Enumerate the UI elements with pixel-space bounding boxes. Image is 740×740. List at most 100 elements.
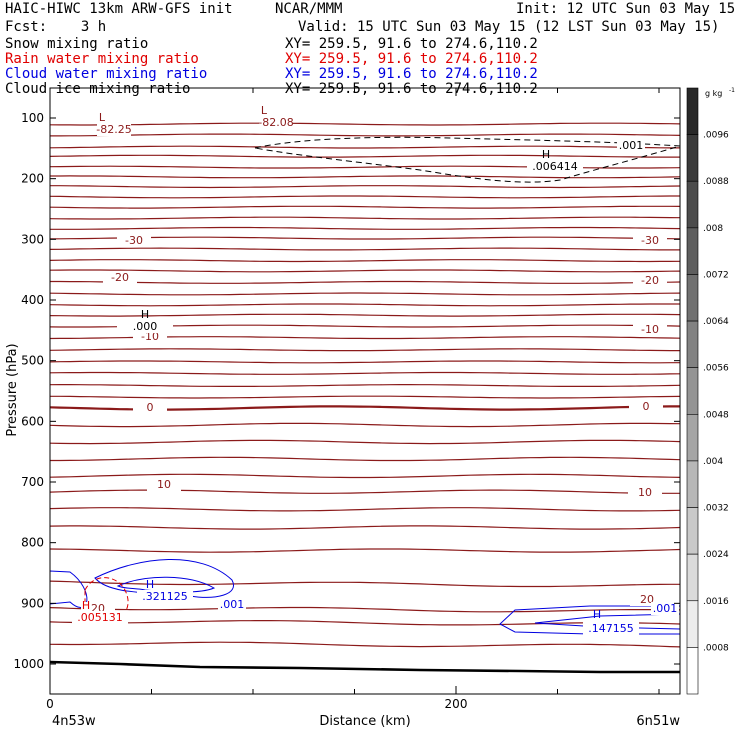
cloud-water-contour xyxy=(94,559,234,598)
temperature-contour xyxy=(49,165,681,169)
contour-label-bg xyxy=(259,116,293,129)
colorbar-tick-label: .0032 xyxy=(703,504,729,514)
contour-value-label: .001 xyxy=(220,598,245,611)
temperature-label: 0 xyxy=(643,400,650,413)
colorbar-swatch xyxy=(686,553,699,602)
max-label-bg xyxy=(527,160,583,173)
colorbar-tick-label: .0056 xyxy=(703,364,729,374)
field-xy-snow: XY= 259.5, 91.6 to 274.6,110.2 xyxy=(285,36,538,52)
temperature-contour xyxy=(50,175,681,179)
temperature-contour xyxy=(49,145,680,149)
colorbar-tick-label: .0088 xyxy=(703,177,729,187)
temperature-contour xyxy=(49,620,681,626)
temperature-contour xyxy=(50,133,681,137)
y-axis-label: Pressure (hPa) xyxy=(5,343,20,436)
max-value-label: .006414 xyxy=(532,160,578,173)
max-marker: H xyxy=(542,148,550,161)
temperature-contour xyxy=(49,154,680,158)
cross-section-start-point: 4n53w xyxy=(52,714,96,729)
contour-label-bg xyxy=(651,602,679,615)
temperature-label: 10 xyxy=(157,478,171,491)
contour-label-bg xyxy=(629,400,663,413)
y-tick-label: 500 xyxy=(21,354,44,368)
y-tick-label: 800 xyxy=(21,536,44,550)
contour-label-bg xyxy=(117,234,151,247)
temperature-contour xyxy=(49,473,681,479)
colorbar-swatch xyxy=(686,460,699,508)
rain-water-contour xyxy=(84,577,129,623)
temperature-contour xyxy=(49,606,681,613)
contour-label-bg xyxy=(633,274,667,287)
y-tick-label: 900 xyxy=(21,596,44,610)
cloud-ice-contour xyxy=(254,136,681,183)
contour-label-bg xyxy=(97,123,131,136)
temperature-contour xyxy=(49,360,680,364)
temperature-contour xyxy=(49,303,680,307)
temperature-contour xyxy=(49,259,681,263)
temperature-contour xyxy=(50,395,681,399)
temperature-contour xyxy=(50,185,681,189)
colorbar-tick-label: .0024 xyxy=(703,550,729,560)
y-tick-label: 400 xyxy=(21,293,44,307)
colorbar-swatch xyxy=(686,600,699,648)
colorbar-swatch xyxy=(686,87,699,135)
x-tick-label: 0 xyxy=(46,697,54,711)
temperature-contour xyxy=(49,195,680,199)
field-xy-cloud-water: XY= 259.5, 91.6 to 274.6,110.2 xyxy=(285,66,538,82)
temperature-contour xyxy=(49,348,680,352)
max-label-bg xyxy=(583,622,639,635)
temperature-label: -20 xyxy=(641,274,659,287)
temperature-contour xyxy=(49,489,680,494)
y-tick-label: 600 xyxy=(21,414,44,428)
max-value-label: .147155 xyxy=(588,622,634,635)
init-time: Init: 12 UTC Sun 03 May 15 xyxy=(516,1,736,17)
surface-pressure-line xyxy=(49,660,680,674)
contour-label-bg xyxy=(617,139,645,152)
low-marker: L xyxy=(261,104,268,117)
max-marker: H xyxy=(146,578,154,591)
x-axis-label: Distance (km) xyxy=(319,714,410,729)
temperature-label: -82.25 xyxy=(96,123,131,136)
y-tick-label: 700 xyxy=(21,475,44,489)
contour-label-bg xyxy=(133,401,167,414)
max-marker: H xyxy=(141,308,149,321)
temperature-label: -30 xyxy=(125,234,143,247)
colorbar-tick-label: .0064 xyxy=(703,317,729,327)
colorbar-tick-label: .0008 xyxy=(703,643,729,653)
x-tick-label: 200 xyxy=(445,697,468,711)
cross-section-end-point: 6n51w xyxy=(636,714,680,729)
temperature-label: -10 xyxy=(141,330,159,343)
field-name-cloud-ice: Cloud ice mixing ratio xyxy=(5,81,191,97)
colorbar-swatch xyxy=(686,320,699,368)
plot-border xyxy=(49,87,681,695)
temperature-contour xyxy=(49,247,680,251)
max-value-label: .005131 xyxy=(77,611,123,624)
contour-labels: L-82.25L-82.08-30 -30-20 -20-10-1000101020… xyxy=(72,104,679,635)
temperature-contour xyxy=(49,422,681,428)
contour-label-bg xyxy=(103,271,137,284)
colorbar-swatch xyxy=(686,180,699,229)
contour-value-label: .001 xyxy=(619,139,644,152)
temperature-contours xyxy=(49,122,681,674)
colorbar-swatch xyxy=(686,274,699,322)
colorbar-tick-label: .004 xyxy=(703,457,723,467)
max-label-bg xyxy=(117,320,173,333)
y-tick-label: 300 xyxy=(21,232,44,246)
field-name-cloud-water: Cloud water mixing ratio xyxy=(5,66,208,82)
temperature-contour xyxy=(50,280,681,284)
temperature-contour xyxy=(49,269,681,273)
contour-label-bg xyxy=(633,323,667,336)
temperature-label: -20 xyxy=(111,271,129,284)
temperature-contour xyxy=(49,525,681,530)
temperature-contour xyxy=(49,236,681,240)
colorbar: g kg -1 .0096 .0088 .008 .0072 .0064 .0056 .0048… xyxy=(686,87,735,695)
temperature-label: -10 xyxy=(641,323,659,336)
colorbar-swatch xyxy=(686,367,699,415)
temperature-label: 0 xyxy=(147,401,154,414)
y-tick-label: 1000 xyxy=(13,657,44,671)
temperature-label: -30 xyxy=(641,234,659,247)
field-name-rain: Rain water mixing ratio xyxy=(5,51,199,67)
contour-value-label: .001 xyxy=(653,602,678,615)
